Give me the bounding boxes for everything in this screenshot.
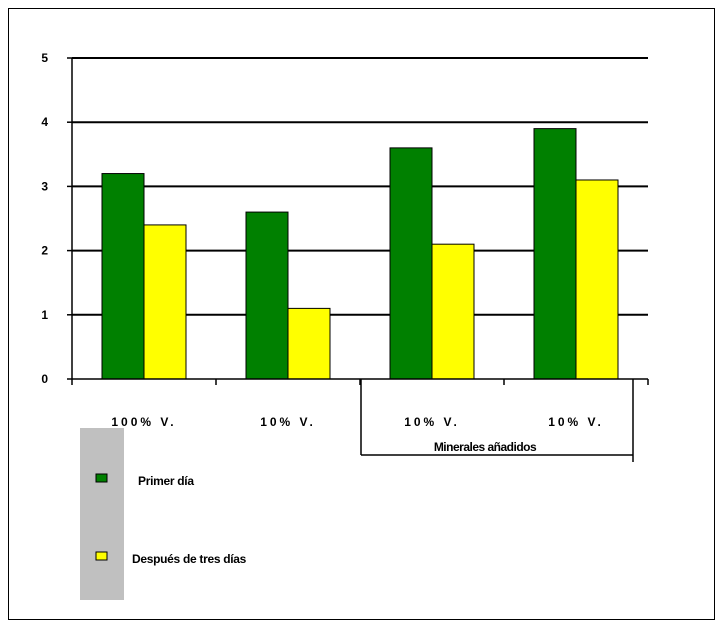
bar-despues-tres-dias [143,224,187,380]
bar-despues-tres-dias [575,179,619,380]
bar-despues-tres-dias [287,307,331,380]
legend-swatch-despues-tres-dias [95,551,108,561]
y-tick-label: 1 [41,308,48,322]
bar-primer-dia [389,147,433,380]
legend-label-despues-tres-dias: Después de tres días [132,552,247,566]
bar-primer-dia [101,173,145,380]
bar-primer-dia [245,211,289,380]
x-category-label: 10% V. [404,415,460,429]
y-tick-label: 2 [41,244,48,258]
y-tick-label: 3 [41,179,48,193]
x-category-label: 100% V. [111,415,176,429]
legend-label-primer-dia: Primer día [138,474,194,488]
y-tick-label: 0 [41,372,48,386]
y-tick-label: 5 [41,51,48,65]
bar-primer-dia [533,128,577,380]
legend-panel [80,428,124,600]
y-tick-label: 4 [41,115,48,129]
bar-despues-tres-dias [431,243,475,380]
x-category-label: 10% V. [548,415,604,429]
x-category-label: 10% V. [260,415,316,429]
group-label: Minerales añadidos [434,440,537,454]
legend-swatch-primer-dia [95,473,108,483]
